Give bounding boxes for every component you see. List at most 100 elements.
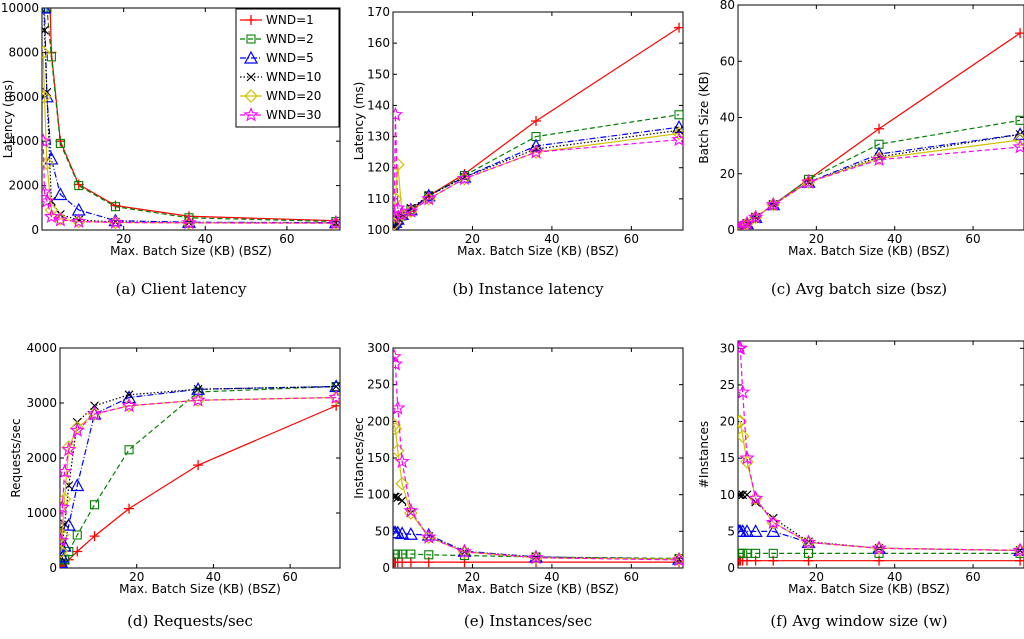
series-wnd-30-point — [528, 144, 544, 159]
series-wnd-20-line — [393, 132, 680, 224]
series-wnd-30-point — [871, 151, 887, 167]
y-axis-label: Requests/sec — [9, 418, 23, 497]
series-wnd-30-point — [121, 397, 137, 413]
series-wnd-5-point — [70, 478, 85, 492]
series-wnd-30-point — [43, 208, 60, 224]
x-tick-label: 20 — [809, 570, 824, 584]
series-wnd-30-point — [181, 214, 197, 230]
series-wnd-5-point — [395, 526, 410, 540]
y-tick-label: 0 — [31, 223, 39, 237]
series-wnd-5-point — [42, 8, 52, 14]
series-wnd-30 — [60, 389, 340, 547]
series-wnd-5-point — [53, 187, 68, 201]
x-tick-label: 40 — [198, 232, 213, 246]
x-axis-label: Max. Batch Size (KB) (BSZ) — [110, 244, 272, 258]
y-tick-label: 100 — [367, 488, 390, 502]
series-wnd-20-point — [393, 192, 403, 206]
x-tick-label: 20 — [116, 232, 131, 246]
y-tick-label: 0 — [382, 561, 390, 575]
chart-panel-5: 20 40 60 0 50 100 150 200 250 300 Max. Batch Size … — [352, 341, 684, 630]
x-axis-label: Max. Batch Size (KB) (BSZ) — [457, 582, 619, 596]
series-wnd-2-point — [751, 548, 761, 558]
series-wnd-30-point — [190, 392, 206, 407]
series-wnd-30 — [738, 139, 1024, 230]
series-group — [393, 22, 683, 230]
series-wnd-20-point — [672, 552, 683, 567]
series-wnd-30-point — [671, 131, 683, 147]
plot-area — [392, 347, 684, 569]
series-group — [738, 28, 1024, 230]
series-wnd-30-point — [60, 532, 69, 547]
series-wnd-1-point — [674, 22, 683, 33]
series-wnd-30-line — [60, 396, 337, 541]
x-axis-label: Max. Batch Size (KB) (BSZ) — [788, 582, 950, 596]
series-wnd-10-point — [393, 222, 399, 230]
y-tick-label: 1000 — [26, 506, 57, 520]
y-tick-label: 100 — [367, 223, 390, 237]
legend-label: WND=1 — [266, 13, 314, 27]
legend-label: WND=5 — [266, 51, 314, 65]
x-tick-label: 20 — [129, 570, 144, 584]
series-wnd-30-point — [393, 106, 404, 122]
series-wnd-1-point — [89, 531, 100, 542]
x-tick-label: 20 — [465, 570, 480, 584]
y-tick-label: 250 — [367, 378, 390, 392]
series-wnd-10-point — [393, 493, 403, 503]
chart-panel-4: 20 40 60 0 1000 2000 3000 4000 Max. Batch Size (… — [9, 341, 341, 630]
series-wnd-5-point — [766, 197, 781, 211]
y-tick-label: 20 — [720, 167, 735, 181]
series-wnd-30 — [393, 348, 683, 567]
series-wnd-30-point — [393, 400, 406, 415]
x-tick-label: 20 — [465, 232, 480, 246]
x-tick-label: 60 — [624, 570, 639, 584]
series-wnd-30-point — [393, 356, 404, 371]
y-tick-label: 4000 — [26, 341, 57, 355]
y-tick-label: 5 — [727, 524, 735, 538]
plot-area — [737, 340, 1024, 569]
y-tick-label: 15 — [720, 451, 735, 465]
x-tick-label: 40 — [544, 570, 559, 584]
series-wnd-20-point — [393, 421, 403, 436]
series-wnd-1-point — [331, 400, 340, 411]
series-group — [60, 379, 340, 568]
series-wnd-2-point — [42, 8, 52, 13]
series-wnd-10-point — [124, 390, 134, 400]
y-tick-label: 130 — [367, 130, 390, 144]
series-wnd-20-point — [53, 212, 68, 226]
series-wnd-30-point — [393, 200, 406, 215]
series-wnd-5-point — [740, 524, 755, 537]
series-wnd-10-point — [397, 496, 407, 505]
series-wnd-2-point — [74, 181, 84, 191]
series-wnd-10-point — [331, 382, 340, 391]
series-wnd-30-point — [748, 209, 764, 224]
series-wnd-30-point — [403, 502, 419, 518]
series-wnd-1-point — [193, 460, 204, 471]
series-wnd-30-line — [739, 347, 1021, 552]
y-tick-label: 160 — [367, 36, 390, 50]
series-wnd-30-point — [456, 170, 473, 186]
series-wnd-2-point — [124, 445, 134, 455]
y-tick-label: 120 — [367, 161, 390, 175]
y-tick-label: 25 — [720, 378, 735, 392]
y-tick-label: 40 — [720, 111, 735, 125]
series-wnd-2-point — [406, 549, 416, 559]
series-wnd-10-point — [738, 490, 745, 500]
series-wnd-2-point — [674, 110, 683, 120]
series-wnd-20-point — [42, 89, 52, 104]
series-wnd-30-point — [69, 422, 85, 437]
series-wnd-30-point — [528, 549, 544, 565]
series-wnd-2-line — [394, 553, 680, 560]
series-wnd-1-point — [72, 546, 83, 557]
series-wnd-20-point — [395, 476, 409, 491]
y-tick-label: 10000 — [1, 1, 39, 15]
x-axis-label: Max. Batch Size (KB) (BSZ) — [457, 244, 619, 258]
x-tick-label: 40 — [887, 232, 902, 246]
series-wnd-1-point — [397, 557, 408, 568]
y-axis-label: Latency (ms) — [1, 80, 15, 159]
panel-caption: (f) Avg window size (w) — [770, 612, 947, 630]
y-tick-label: 300 — [367, 341, 390, 355]
series-wnd-30-point — [800, 534, 817, 549]
y-tick-label: 30 — [720, 341, 735, 355]
series-wnd-20-point — [42, 156, 54, 171]
series-wnd-30-point — [1012, 139, 1024, 154]
